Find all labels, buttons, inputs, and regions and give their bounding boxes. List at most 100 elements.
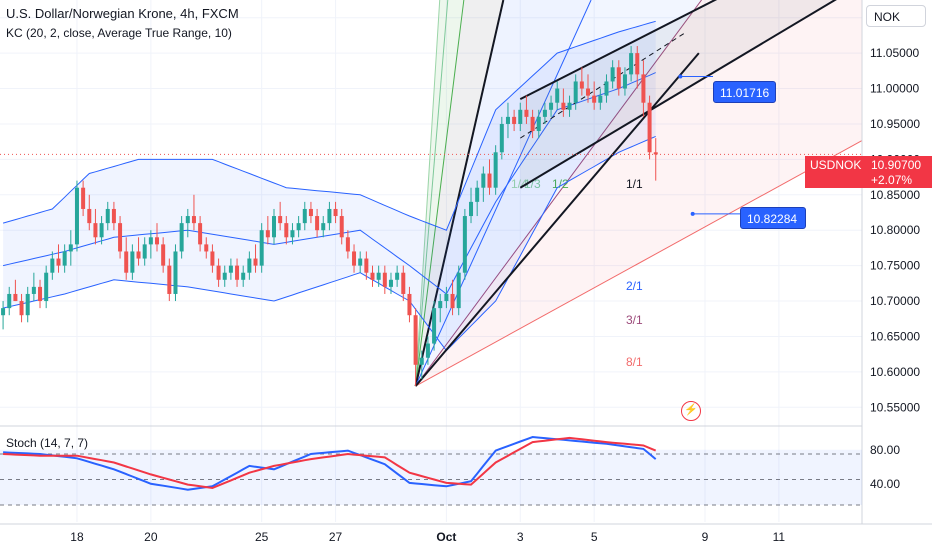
candle: [382, 265, 387, 294]
stoch-tick-label: 40.00: [870, 477, 900, 491]
candle: [586, 74, 591, 103]
candle-body: [7, 293, 12, 309]
candle: [148, 230, 153, 259]
candle-body: [241, 272, 246, 280]
keltner-fill: [3, 21, 656, 351]
candle: [610, 60, 615, 89]
candle: [462, 208, 467, 280]
candle-body: [296, 223, 301, 231]
candle-body: [462, 216, 467, 273]
candle-body: [629, 53, 634, 75]
candle: [173, 244, 178, 302]
price-tag-change: +2.07%: [871, 173, 913, 187]
stoch-k-line: [3, 435, 657, 491]
candle-body: [124, 251, 129, 273]
candle-body: [401, 272, 406, 294]
candle-body: [425, 343, 430, 358]
candle: [505, 102, 510, 139]
candle-body: [167, 265, 172, 294]
price-tag-symbol: USDNOK: [810, 158, 862, 172]
candle-body: [62, 251, 67, 266]
price-tick-label: 10.95000: [870, 117, 920, 131]
keltner-channel: [2, 20, 656, 352]
price-tick-label: 10.65000: [870, 329, 920, 343]
candle: [118, 216, 123, 259]
candle: [105, 201, 110, 231]
trend-channel: [414, 0, 837, 387]
candle-body: [481, 173, 486, 188]
candle-body: [388, 279, 393, 287]
candle: [68, 230, 73, 266]
candle: [99, 216, 104, 245]
candle-body: [68, 244, 73, 252]
candle-body: [592, 95, 597, 103]
candle-body: [302, 208, 307, 224]
candle: [456, 265, 461, 316]
price-tick-label: 10.85000: [870, 188, 920, 202]
candle: [629, 46, 634, 82]
time-tick-label: 5: [591, 530, 598, 544]
candle: [352, 244, 357, 273]
candle: [315, 208, 320, 238]
candle: [241, 265, 246, 287]
support-trend-line: [414, 52, 700, 387]
candle-body: [493, 152, 498, 188]
candle-body: [561, 102, 566, 110]
channel-upper-line: [519, 0, 718, 101]
candle: [592, 81, 597, 110]
price-tick-label: 10.80000: [870, 223, 920, 237]
candle: [524, 95, 529, 124]
candle: [530, 109, 535, 139]
candle-body: [191, 216, 196, 224]
currency-selector[interactable]: NOK: [866, 5, 926, 27]
candle-body: [253, 258, 258, 266]
candle: [549, 95, 554, 117]
stoch-d-line: [3, 436, 657, 490]
stoch-legend[interactable]: Stoch (14, 7, 7): [6, 436, 89, 450]
candle-body: [179, 223, 184, 252]
lower-price-callout[interactable]: 10.82284: [740, 207, 806, 229]
candle: [185, 208, 190, 238]
lightning-icon[interactable]: ⚡: [681, 401, 701, 421]
candle-body: [111, 208, 116, 224]
indicator-legend[interactable]: KC (20, 2, close, Average True Range, 10…: [6, 26, 232, 40]
candle: [19, 293, 24, 323]
candle-body: [475, 187, 480, 202]
time-tick-label: Oct: [436, 530, 456, 544]
candle: [339, 208, 344, 245]
candle: [265, 216, 270, 245]
candle-body: [161, 244, 166, 266]
candle: [518, 102, 523, 132]
fan-label: 3/1: [626, 313, 643, 327]
candle-body: [210, 251, 215, 266]
candle: [13, 279, 18, 302]
stochastic-pane: [0, 435, 862, 506]
candle: [247, 251, 252, 280]
candle: [124, 237, 129, 280]
candle: [179, 216, 184, 259]
candle: [450, 279, 455, 316]
candle-body: [173, 251, 178, 294]
candle-body: [44, 272, 49, 302]
time-tick-label: 20: [144, 530, 158, 544]
candle-body: [56, 258, 61, 266]
candle-body: [247, 258, 252, 273]
candle-body: [265, 230, 270, 238]
candle-body: [536, 116, 541, 132]
candle-body: [315, 216, 320, 231]
candle-body: [641, 74, 646, 103]
candle: [481, 166, 486, 202]
candle: [50, 251, 55, 280]
upper-price-callout[interactable]: 11.01716: [713, 81, 776, 103]
candle: [235, 258, 240, 287]
price-tick-label: 11.05000: [870, 46, 919, 60]
candle: [204, 237, 209, 259]
fan-label: 1/4: [511, 177, 528, 191]
candle-body: [499, 123, 504, 153]
price-tick-label: 10.75000: [870, 259, 920, 273]
candle: [487, 159, 492, 195]
candle: [210, 244, 215, 273]
candle: [253, 244, 258, 273]
fan-line: [415, 0, 449, 387]
